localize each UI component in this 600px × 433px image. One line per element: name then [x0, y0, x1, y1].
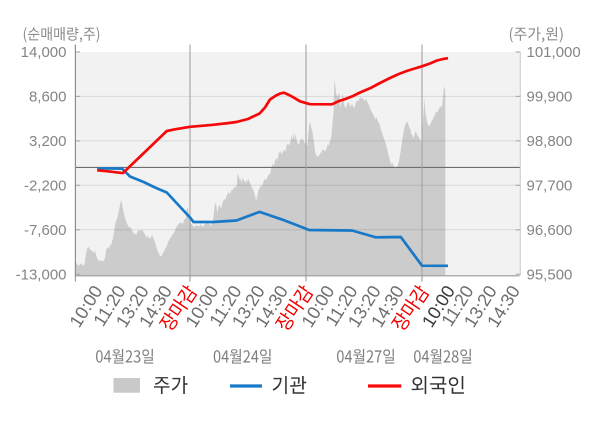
svg-text:-7,600: -7,600: [24, 222, 67, 239]
svg-text:-2,200: -2,200: [24, 178, 67, 195]
svg-text:97,700: 97,700: [527, 178, 573, 195]
svg-text:-13,000: -13,000: [16, 266, 67, 283]
svg-text:99,900: 99,900: [527, 89, 573, 106]
svg-text:96,600: 96,600: [527, 222, 573, 239]
svg-text:3,200: 3,200: [29, 133, 67, 150]
svg-text:101,000: 101,000: [527, 44, 581, 61]
svg-text:14,000: 14,000: [21, 44, 67, 61]
svg-text:95,500: 95,500: [527, 266, 573, 283]
svg-text:98,800: 98,800: [527, 133, 573, 150]
svg-text:8,600: 8,600: [29, 89, 67, 106]
